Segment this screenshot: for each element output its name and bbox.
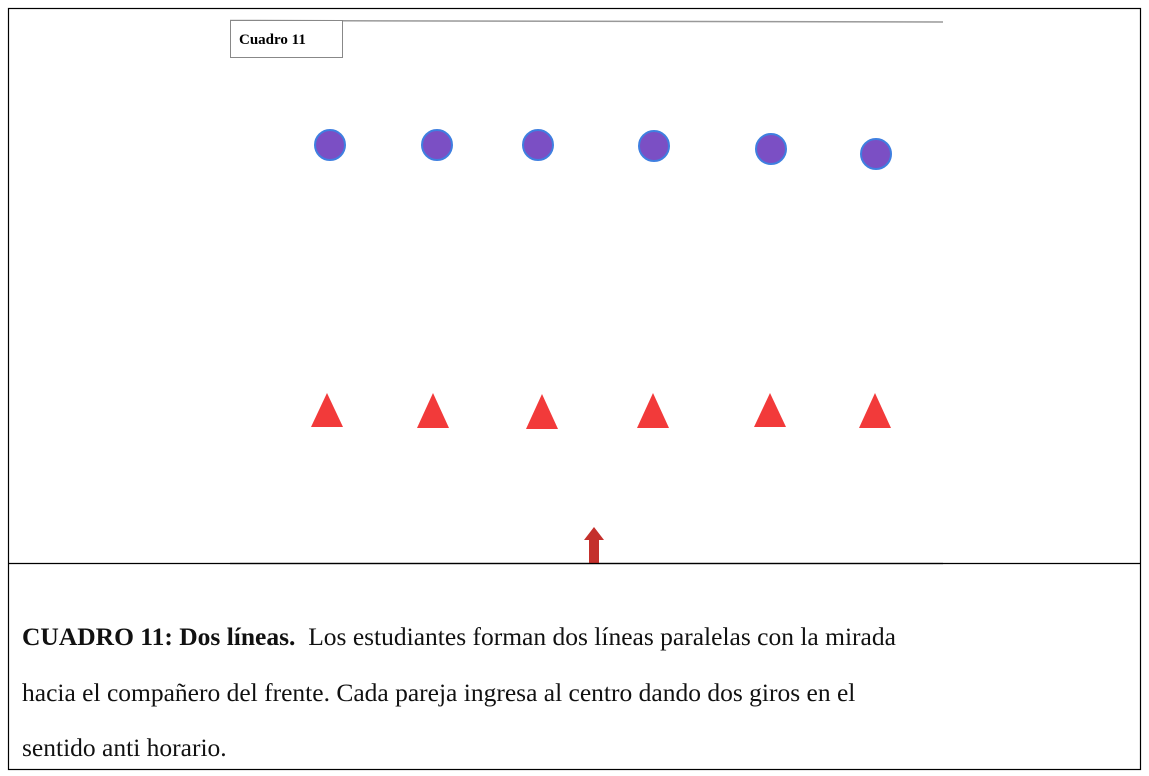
student-circle (638, 130, 670, 162)
student-triangle (417, 393, 449, 428)
label-box (230, 20, 343, 58)
student-triangle (859, 393, 891, 428)
arrow (584, 527, 604, 563)
triangles (311, 393, 891, 429)
caption-line: sentido anti horario. (22, 733, 227, 762)
student-circle (421, 129, 453, 161)
student-triangle (754, 393, 786, 427)
circles (314, 129, 892, 170)
student-circle (522, 129, 554, 161)
caption-line: hacia el compañero del frente. Cada pare… (22, 678, 856, 707)
image-top-edge (229, 19, 944, 23)
student-circle (755, 133, 787, 165)
student-circle (314, 129, 346, 161)
outer-border (7, 7, 1142, 771)
student-triangle (637, 393, 669, 428)
caption-heading: CUADRO 11: Dos líneas. (22, 622, 296, 651)
student-triangle (311, 393, 343, 427)
figure-label: Cuadro 11 (239, 32, 306, 48)
student-circle (860, 138, 892, 170)
caption-text: Los estudiantes forman dos líneas parale… (308, 622, 896, 651)
student-triangle (526, 394, 558, 429)
caption-line: CUADRO 11: Dos líneas. Los estudiantes f… (22, 622, 896, 652)
